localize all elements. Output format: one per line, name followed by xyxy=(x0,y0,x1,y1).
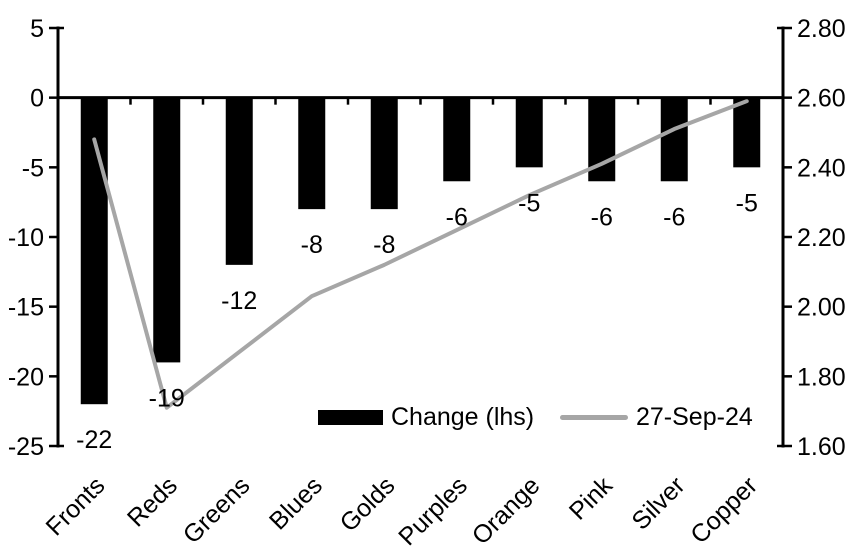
category-label-blues: Blues xyxy=(264,471,328,535)
legend-bar-swatch xyxy=(318,409,383,425)
bar-copper xyxy=(733,97,761,168)
bar-value-label: -12 xyxy=(221,287,257,315)
legend-label-change: Change (lhs) xyxy=(391,402,535,431)
legend-line-swatch xyxy=(560,414,628,420)
bar-blues xyxy=(298,97,326,210)
bar-silver xyxy=(660,97,688,182)
bar-fronts xyxy=(80,97,108,405)
bar-purples xyxy=(443,97,471,182)
category-label-reds: Reds xyxy=(122,471,183,532)
line-series xyxy=(92,99,749,410)
right-axis-tick-labels: 2.80 2.60 2.40 2.20 2.00 1.80 1.60 xyxy=(797,15,846,461)
legend-item-change: Change (lhs) xyxy=(318,404,534,430)
bar-value-label: -8 xyxy=(301,231,323,259)
right-axis-tick-label: 1.60 xyxy=(797,433,846,461)
right-axis-tick-label: 2.40 xyxy=(797,154,846,182)
left-axis-ticks xyxy=(49,26,64,448)
category-label-silver: Silver xyxy=(626,471,690,535)
bar-golds xyxy=(370,97,398,210)
bar-value-label: -6 xyxy=(663,203,685,231)
bar-value-label: -8 xyxy=(373,231,395,259)
category-label-copper: Copper xyxy=(685,471,763,549)
legend-label-date: 27-Sep-24 xyxy=(636,402,753,431)
category-label-orange: Orange xyxy=(467,471,546,550)
category-label-purples: Purples xyxy=(393,471,473,550)
left-axis-tick-label: -10 xyxy=(8,224,44,252)
left-axis-tick-label: -20 xyxy=(8,363,44,391)
bar-greens xyxy=(225,97,253,265)
axes xyxy=(49,26,792,448)
left-axis-tick-label: -15 xyxy=(8,294,44,322)
x-axis-ticks xyxy=(56,97,785,105)
bar-orange xyxy=(515,97,543,168)
right-axis-tick-label: 2.60 xyxy=(797,85,846,113)
bar-reds xyxy=(153,97,181,363)
bar-value-label: -5 xyxy=(518,189,540,217)
category-label-pink: Pink xyxy=(564,471,619,526)
category-label-fronts: Fronts xyxy=(41,471,111,541)
bar-value-label: -6 xyxy=(591,203,613,231)
left-axis-tick-label: -25 xyxy=(8,433,44,461)
bar-series xyxy=(80,97,761,405)
category-label-golds: Golds xyxy=(335,471,401,537)
right-axis-tick-label: 2.00 xyxy=(797,294,846,322)
legend-item-date: 27-Sep-24 xyxy=(560,404,753,430)
bar-value-label: -6 xyxy=(446,203,468,231)
right-axis-tick-label: 2.20 xyxy=(797,224,846,252)
bar-value-labels: -22 -19 -12 -8 -8 -6 -5 -6 -6 -5 xyxy=(76,189,758,454)
right-axis-tick-label: 2.80 xyxy=(797,15,846,43)
right-axis-tick-label: 1.80 xyxy=(797,363,846,391)
right-axis-ticks xyxy=(777,26,792,448)
left-axis-tick-labels: 5 0 -5 -10 -15 -20 -25 xyxy=(8,15,44,461)
bar-value-label: -5 xyxy=(736,189,758,217)
left-axis-tick-label: 5 xyxy=(30,15,44,43)
bar-value-label: -22 xyxy=(76,426,112,454)
left-axis-tick-label: 0 xyxy=(30,85,44,113)
category-label-greens: Greens xyxy=(178,471,256,549)
left-axis-tick-label: -5 xyxy=(22,154,44,182)
bar-value-label: -19 xyxy=(149,384,185,412)
